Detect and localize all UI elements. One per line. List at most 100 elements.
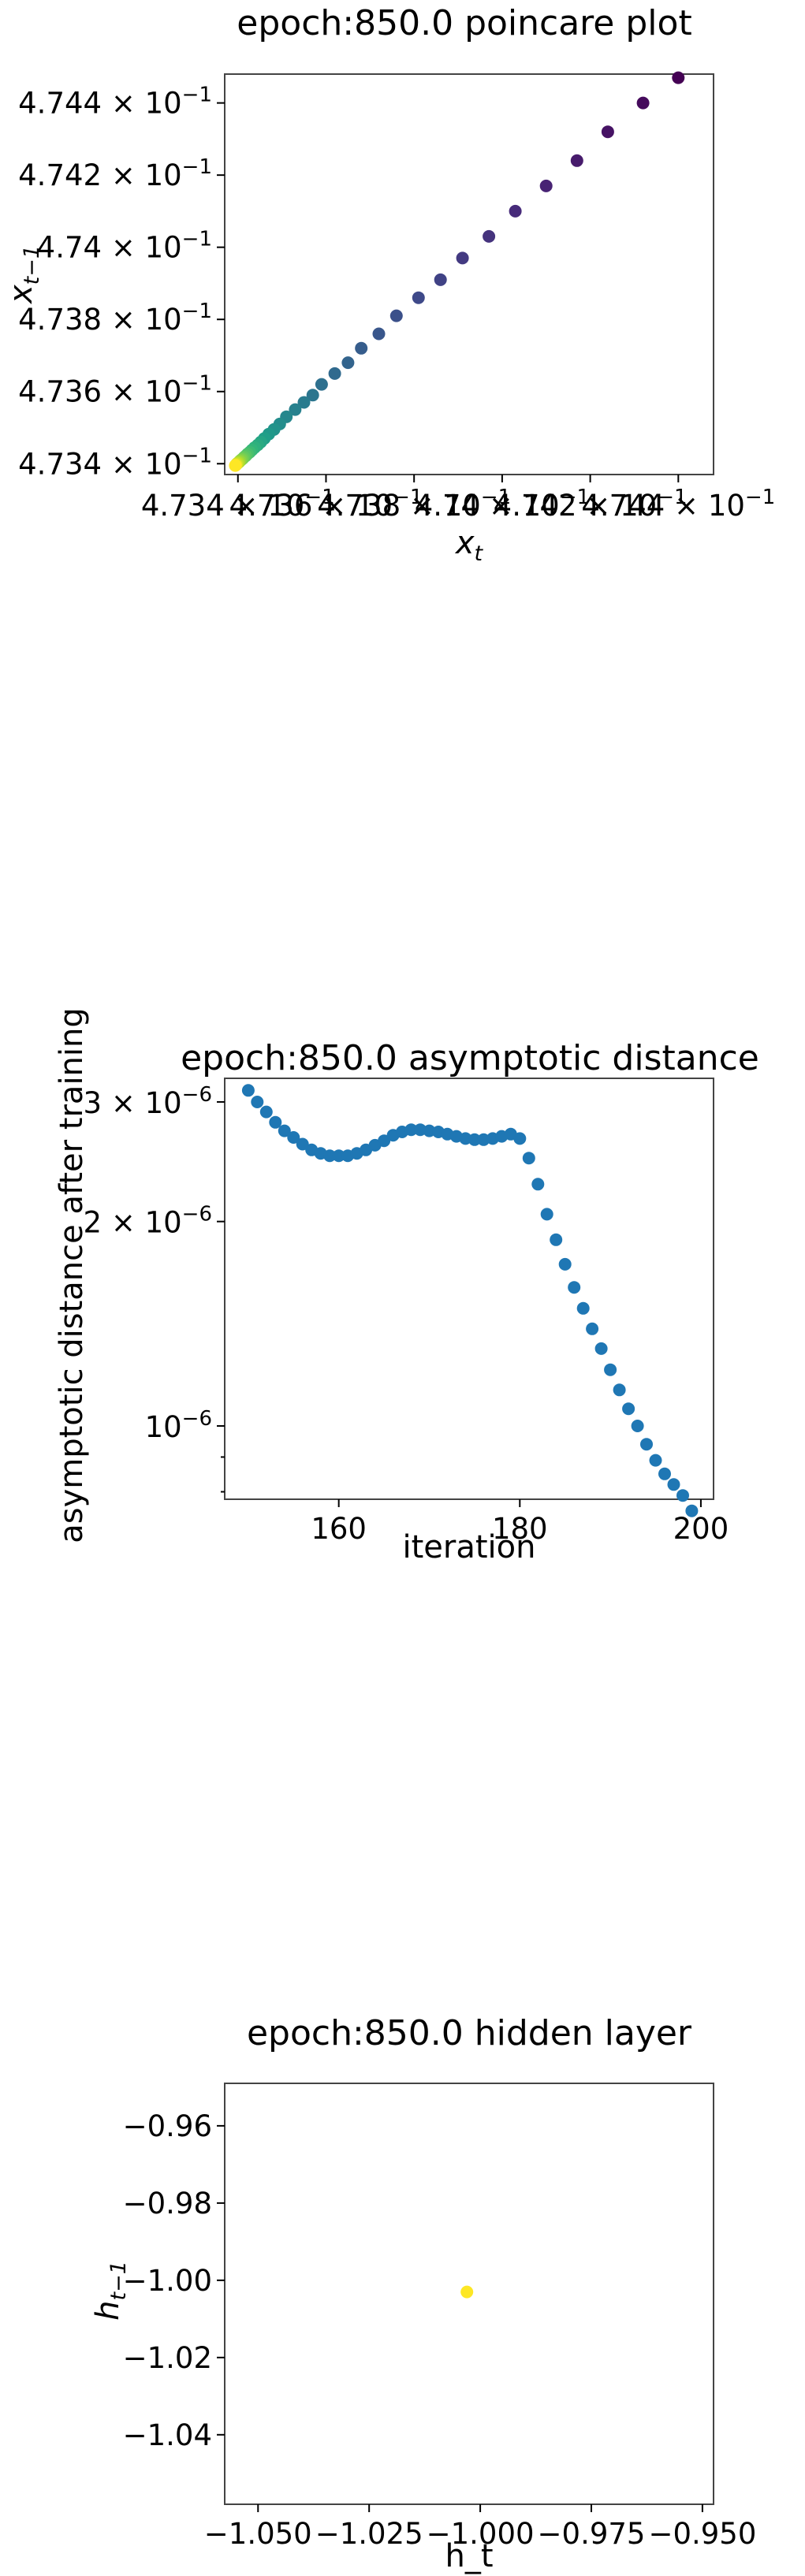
x-tick-label: 4.744 × 10−1 [581, 486, 775, 523]
data-point [667, 1478, 680, 1491]
data-point [568, 1281, 581, 1294]
y-tick-exponent: −6 [182, 1203, 212, 1227]
poincare-plot-chart: epoch:850.0 poincare plot 4.734 × 10−14.… [3, 3, 775, 566]
y-tick-text: 4.738 × 10 [18, 303, 182, 337]
y-tick-exponent: −1 [182, 84, 212, 107]
x-tick-label: 160 [311, 1512, 367, 1546]
x-tick-label: 4.734 × 10−1 [141, 486, 335, 523]
data-point [412, 291, 425, 304]
x-tick-text: 200 [673, 1512, 729, 1546]
data-point [289, 403, 302, 416]
x-tick-text: 4.742 × 10 [494, 489, 658, 523]
y-tick-label: 4.744 × 10−1 [18, 84, 212, 121]
data-point [460, 2285, 474, 2299]
data-point [513, 1132, 527, 1145]
data-point [676, 1489, 689, 1502]
x-tick-label: −1.050 [204, 2517, 312, 2551]
data-point [323, 1149, 337, 1163]
data-point [576, 1301, 590, 1315]
y-tick-exponent: −6 [182, 1083, 212, 1107]
data-point [613, 1383, 626, 1397]
data-point [259, 1105, 273, 1119]
y-tick-text: 4.742 × 10 [18, 158, 182, 192]
x-tick-label: −1.000 [427, 2517, 535, 2551]
x-tick-text: 4.744 × 10 [581, 489, 745, 523]
plot-frame [224, 2083, 714, 2505]
data-point [229, 459, 242, 472]
x-tick-text: −1.025 [315, 2517, 423, 2551]
x-tick-label: 4.742 × 10−1 [494, 486, 688, 523]
data-point [251, 1096, 264, 1108]
x-tick-label: 4.738 × 10−1 [317, 486, 511, 523]
data-point [509, 204, 522, 218]
data-point [601, 125, 614, 139]
y-tick-label: 4.74 × 10−1 [37, 228, 212, 265]
x-tick-exponent: −1 [745, 486, 775, 509]
scatter-points [229, 71, 685, 472]
chart-title: epoch:850.0 hidden layer [247, 2013, 692, 2053]
x-tick-label: 4.74 × 10−1 [415, 486, 590, 523]
data-point [540, 1208, 553, 1221]
x-tick-label: −0.950 [648, 2517, 756, 2551]
x-tick-label: 4.736 × 10−1 [229, 486, 423, 523]
data-point [269, 1115, 282, 1129]
x-tick-exponent: −1 [393, 486, 423, 509]
y-tick-label: 4.736 × 10−1 [18, 372, 212, 409]
data-point [278, 1124, 291, 1137]
data-point [456, 251, 469, 265]
y-tick-label: −0.98 [123, 2187, 212, 2220]
data-point [389, 309, 403, 322]
y-axis-ticks: 4.734 × 10−14.736 × 10−14.738 × 10−14.74… [18, 84, 225, 481]
x-tick-text: −0.975 [538, 2517, 646, 2551]
y-tick-text: −1.04 [123, 2418, 212, 2452]
data-point [622, 1402, 635, 1416]
y-tick-text: 10 [145, 1410, 182, 1444]
data-point [315, 378, 328, 391]
y-tick-label: 4.742 × 10−1 [18, 155, 212, 192]
data-point [306, 389, 319, 402]
data-point [241, 1084, 255, 1097]
x-tick-text: −1.050 [204, 2517, 312, 2551]
x-tick-label: 200 [673, 1512, 729, 1546]
data-point [550, 1233, 563, 1246]
chart-title: epoch:850.0 poincare plot [237, 3, 691, 43]
data-point [355, 341, 368, 355]
y-tick-text: −1.00 [123, 2264, 212, 2298]
y-tick-text: −0.96 [123, 2109, 212, 2143]
y-tick-label: 3 × 10−6 [84, 1083, 212, 1120]
scatter-points [241, 1084, 699, 1517]
y-axis-ticks: −0.96 −0.98 −1.00 −1.02 −1.04 [123, 2109, 225, 2452]
y-tick-exponent: −1 [182, 300, 212, 323]
x-tick-exponent: −1 [481, 486, 511, 509]
data-point [640, 1438, 653, 1451]
plot-frame [224, 1078, 714, 1500]
y-tick-exponent: −1 [182, 155, 212, 179]
y-tick-exponent: −1 [182, 372, 212, 396]
x-tick-exponent: −1 [304, 486, 334, 509]
y-tick-text: 3 × 10 [84, 1086, 182, 1120]
x-axis-ticks: −1.050 −1.025 −1.000 −0.975 −0.950 [204, 2504, 756, 2551]
data-point [636, 96, 650, 110]
data-point [404, 1123, 418, 1137]
data-point [332, 1149, 345, 1163]
x-tick-label: 180 [492, 1512, 548, 1546]
y-tick-label: −1.00 [123, 2264, 212, 2298]
x-tick-text: −0.950 [648, 2517, 756, 2551]
y-tick-label: 4.738 × 10−1 [18, 300, 212, 337]
data-point [658, 1467, 671, 1480]
data-point [434, 273, 447, 286]
plot-frame [224, 73, 714, 475]
x-axis-label: xt [454, 525, 484, 566]
data-point [672, 71, 685, 84]
x-tick-text: 4.734 × 10 [141, 489, 305, 523]
data-point [570, 154, 583, 167]
scatter-points [460, 2285, 474, 2299]
data-point [287, 1131, 300, 1144]
data-point [558, 1257, 572, 1271]
y-tick-text: 4.74 × 10 [37, 231, 182, 265]
data-point [378, 1134, 391, 1148]
asymptotic-distance-chart: epoch:850.0 asymptotic distance 160 180 20… [54, 1007, 759, 1565]
x-tick-exponent: −1 [657, 486, 687, 509]
data-point [328, 367, 341, 380]
